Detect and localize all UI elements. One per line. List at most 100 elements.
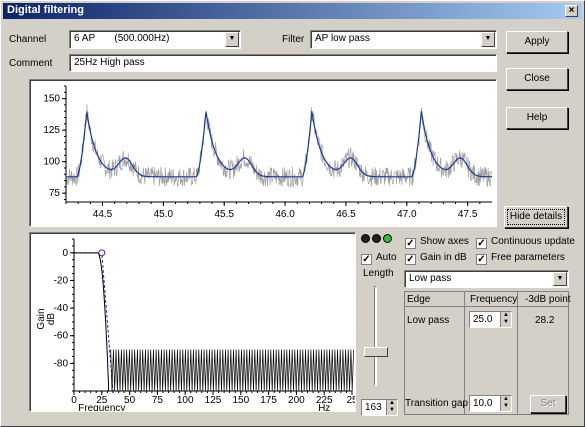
- free-params-checkbox[interactable]: ✓ Free parameters: [476, 252, 565, 265]
- y-tick-label: -40: [54, 303, 69, 314]
- stepper-arrows-icon[interactable]: ▲ ▼: [386, 400, 397, 415]
- length-label: Length: [363, 268, 394, 279]
- hide-details-button[interactable]: Hide details: [504, 206, 568, 228]
- x-tick-label: 25: [346, 395, 355, 406]
- x-tick-label: 125: [205, 395, 222, 406]
- x-tick-label: 50: [124, 395, 136, 406]
- continuous-update-label: Continuous update: [491, 236, 575, 247]
- title-bar: Digital filtering ×: [3, 3, 582, 19]
- x-tick-label: 150: [232, 395, 249, 406]
- filter-select[interactable]: AP low pass ▼: [310, 30, 497, 49]
- transition-gap-value: 10.0: [473, 398, 493, 409]
- y-tick-label: 125: [43, 125, 60, 136]
- free-params-label: Free parameters: [491, 252, 565, 263]
- continuous-update-checkbox[interactable]: ✓ Continuous update: [476, 236, 575, 249]
- header-edge: Edge: [407, 294, 431, 305]
- stepper-arrows-icon[interactable]: ▲ ▼: [500, 396, 511, 411]
- transition-gap-label: Transition gap: [405, 398, 468, 409]
- gain-db-checkbox[interactable]: ✓ Gain in dB: [405, 252, 467, 265]
- x-tick-label: 0: [71, 395, 77, 406]
- filter-value: AP low pass: [315, 33, 370, 44]
- y-tick-label: -80: [54, 358, 69, 369]
- status-lights: [361, 234, 397, 244]
- row-low-pass-label: Low pass: [407, 315, 450, 326]
- close-window-icon[interactable]: ×: [565, 5, 578, 17]
- response-plot: 0 -20 -40 -60 -80 0 25 50 75 100 125 150 175 200 225 25…: [36, 238, 355, 411]
- y-tick-label: 0: [62, 248, 68, 259]
- length-stepper[interactable]: 163 ▲ ▼: [361, 399, 398, 416]
- checkmark-icon[interactable]: ✓: [405, 238, 416, 249]
- y-tick-label: 150: [43, 94, 60, 105]
- auto-label: Auto: [376, 252, 397, 263]
- x-tick-label: 225: [316, 395, 333, 406]
- status-light-3: [383, 234, 392, 243]
- 3db-point-value: 28.2: [535, 315, 555, 326]
- channel-value: 6 AP (500.000Hz): [74, 33, 170, 44]
- cutoff-handle: [98, 249, 106, 257]
- show-axes-checkbox[interactable]: ✓ Show axes: [405, 236, 469, 249]
- channel-select[interactable]: 6 AP (500.000Hz) ▼: [69, 30, 241, 49]
- ideal-response-line: [74, 252, 114, 392]
- status-light-2: [372, 234, 381, 243]
- frequency-stepper[interactable]: 25.0 ▲ ▼: [469, 311, 512, 328]
- apply-button[interactable]: Apply: [506, 31, 568, 53]
- x-tick-label: 175: [260, 395, 277, 406]
- response-chart[interactable]: 0 -20 -40 -60 -80 0 25 50 75 100 125 150 175 200 225 25…: [29, 232, 356, 412]
- signal-chart[interactable]: 150 125 100 75 44.5 45.0 45.5 46.0 46.5 47.0 47.5: [29, 79, 497, 227]
- window-title: Digital filtering: [7, 4, 84, 16]
- channel-label: Channel: [9, 34, 47, 45]
- transition-gap-stepper[interactable]: 10.0 ▲ ▼: [469, 395, 512, 412]
- x-tick-label: 47.0: [397, 209, 417, 220]
- x-axis-label: Frequency: [78, 403, 125, 411]
- length-slider[interactable]: [364, 286, 388, 386]
- filter-label: Filter: [282, 34, 305, 45]
- stepper-arrows-icon[interactable]: ▲ ▼: [500, 312, 511, 327]
- filtered-signal-trace: [66, 110, 492, 178]
- chevron-down-icon[interactable]: ▼: [553, 272, 567, 286]
- checkmark-icon[interactable]: ✓: [405, 254, 416, 265]
- auto-checkbox[interactable]: ✓ Auto: [361, 252, 397, 265]
- y-tick-label: -60: [54, 331, 69, 342]
- stopband-ripple: [110, 349, 354, 392]
- x-tick-label: 47.5: [458, 209, 478, 220]
- help-button[interactable]: Help: [506, 107, 568, 129]
- parameter-table: Edge Frequency -3dB point Low pass 25.0 …: [404, 291, 571, 415]
- signal-plot: 150 125 100 75 44.5 45.0 45.5 46.0 46.5 47.0 47.5: [43, 85, 493, 220]
- gain-db-label: Gain in dB: [420, 252, 467, 263]
- x-tick-label: 44.5: [93, 209, 113, 220]
- chevron-down-icon[interactable]: ▼: [225, 32, 239, 47]
- filter-response-line: [74, 252, 110, 392]
- x-tick-label: 45.5: [214, 209, 234, 220]
- status-light-1: [361, 234, 370, 243]
- y-tick-label: -20: [54, 275, 69, 286]
- x-axis-unit: Hz: [318, 403, 330, 411]
- comment-input[interactable]: 25Hz High pass: [69, 54, 497, 72]
- comment-value: 25Hz High pass: [74, 57, 145, 68]
- frequency-value: 25.0: [473, 314, 493, 325]
- length-value: 163: [365, 402, 382, 413]
- filter-type-select[interactable]: Low pass ▼: [404, 270, 569, 288]
- x-tick-label: 100: [177, 395, 194, 406]
- close-button[interactable]: Close: [506, 68, 568, 90]
- x-tick-label: 75: [152, 395, 164, 406]
- x-tick-label: 45.0: [154, 209, 174, 220]
- x-tick-label: 200: [288, 395, 305, 406]
- show-axes-label: Show axes: [420, 236, 469, 247]
- checkmark-icon[interactable]: ✓: [476, 238, 487, 249]
- y-tick-label: 100: [43, 157, 60, 168]
- header-frequency: Frequency: [470, 294, 518, 305]
- chevron-down-icon[interactable]: ▼: [481, 32, 495, 47]
- x-tick-label: 46.0: [275, 209, 295, 220]
- y-axis-label: Gain: [36, 308, 47, 329]
- checkmark-icon[interactable]: ✓: [476, 254, 487, 265]
- comment-label: Comment: [9, 58, 53, 69]
- table-header: Edge Frequency -3dB point: [405, 292, 571, 307]
- set-button[interactable]: Set: [530, 395, 566, 413]
- auto-checkmark[interactable]: ✓: [361, 254, 372, 265]
- x-tick-label: 46.5: [336, 209, 356, 220]
- header-3db: -3dB point: [525, 294, 571, 305]
- y-axis-label-unit: dB: [46, 313, 57, 326]
- filter-type-value: Low pass: [409, 273, 452, 284]
- slider-thumb[interactable]: [364, 347, 388, 357]
